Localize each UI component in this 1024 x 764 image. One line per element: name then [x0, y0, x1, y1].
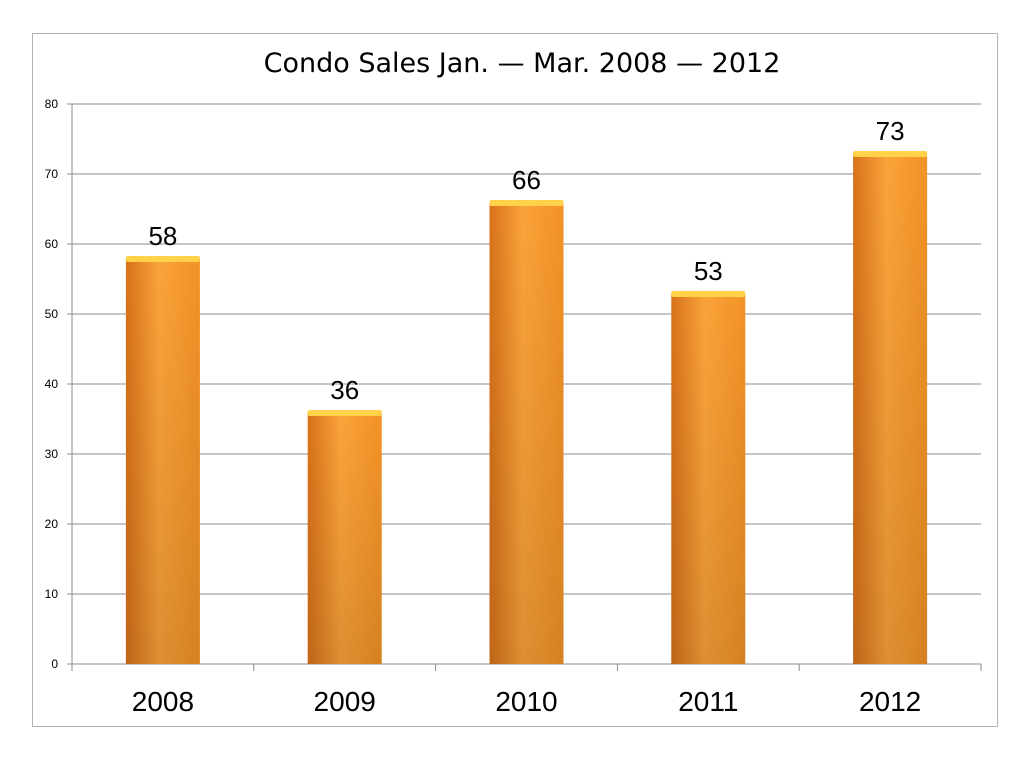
y-tick-label: 60 — [45, 237, 59, 251]
y-tick-label: 0 — [51, 657, 58, 671]
bar-cap — [125, 256, 200, 262]
x-tick-label: 2012 — [859, 686, 921, 717]
bar-shade — [853, 153, 928, 664]
chart-title: Condo Sales Jan. — Mar. 2008 — 2012 — [263, 48, 781, 79]
y-tick-label: 20 — [45, 517, 59, 531]
x-tick-label: 2009 — [314, 686, 376, 717]
bar-shade — [489, 202, 564, 664]
y-tick-label: 50 — [45, 307, 59, 321]
bar-shade — [307, 412, 382, 664]
y-tick-labels: 0 10 20 30 40 50 60 70 80 — [45, 97, 59, 671]
data-label: 58 — [148, 221, 177, 251]
data-labels: 58 36 66 53 73 — [148, 116, 904, 405]
bar-cap — [671, 291, 746, 297]
y-tick-label: 40 — [45, 377, 59, 391]
data-label: 73 — [876, 116, 905, 146]
bar-shade — [671, 293, 746, 664]
bar — [125, 256, 200, 664]
data-label: 66 — [512, 165, 541, 195]
y-tick-label: 80 — [45, 97, 59, 111]
x-tick-label: 2010 — [495, 686, 557, 717]
y-tick-label: 10 — [45, 587, 59, 601]
x-tick-label: 2011 — [678, 686, 738, 717]
bars — [125, 151, 928, 664]
bar — [489, 200, 564, 664]
x-tick-label: 2008 — [132, 686, 194, 717]
bar-cap — [489, 200, 564, 206]
x-tick-labels: 2008 2009 2010 2011 2012 — [132, 686, 921, 717]
bar-shade — [125, 258, 200, 664]
bar — [307, 410, 382, 664]
bar-cap — [853, 151, 928, 157]
data-label: 36 — [330, 375, 359, 405]
data-label: 53 — [694, 256, 723, 286]
bar-cap — [307, 410, 382, 416]
bar — [671, 291, 746, 664]
y-tick-label: 30 — [45, 447, 59, 461]
bar — [853, 151, 928, 664]
y-tick-label: 70 — [45, 167, 59, 181]
